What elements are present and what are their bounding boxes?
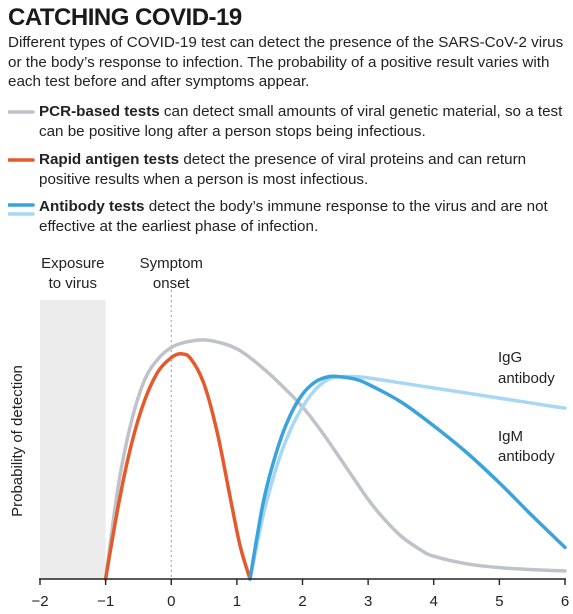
x-tick-label: 4: [430, 593, 438, 610]
x-tick-label: −2: [31, 593, 48, 610]
exposure-region: [40, 300, 106, 579]
series-label-igm: IgM: [498, 428, 523, 445]
legend-swatch-antibody: [8, 203, 35, 216]
legend-swatch-antigen: [8, 158, 35, 162]
x-tick-label: 1: [233, 593, 241, 610]
exposure-label: Exposure: [41, 255, 104, 272]
legend-item-pcr: PCR-based tests can detect small amounts…: [8, 102, 568, 142]
chart-title: CATCHING COVID-19: [8, 4, 242, 31]
legend-text-antibody: Antibody tests detect the body’s immune …: [39, 197, 569, 236]
series-label-igg: antibody: [498, 370, 555, 387]
x-tick-label: −1: [97, 593, 114, 610]
exposure-label: to virus: [49, 275, 97, 292]
series-line-antigen: [103, 352, 252, 581]
legend-bold-antibody: Antibody tests: [39, 198, 145, 215]
x-tick-label: 5: [495, 593, 503, 610]
x-tick-label: 3: [364, 593, 372, 610]
y-axis-label: Probability of detection: [9, 365, 26, 517]
legend-desc-antigen: detect the presence of viral proteins an…: [39, 151, 527, 188]
x-tick-label: 0: [167, 593, 175, 610]
symptom-label: Symptom: [140, 255, 203, 272]
symptom-label: onset: [153, 275, 191, 292]
legend-desc-antibody: detect the body’s immune response to the…: [39, 198, 548, 235]
chart-subtitle: Different types of COVID-19 test can det…: [8, 34, 564, 90]
series-line-pcr: [103, 338, 567, 581]
x-tick-label: 6: [561, 593, 569, 610]
legend-text-antigen: Rapid antigen tests detect the presence …: [39, 150, 569, 189]
series-line-igm: [248, 374, 567, 581]
x-tick-label: 2: [298, 593, 306, 610]
legend-bold-antigen: Rapid antigen tests: [39, 151, 180, 168]
legend-item-antigen: Rapid antigen tests detect the presence …: [8, 150, 568, 190]
series-label-igg: IgG: [498, 349, 522, 366]
legend-swatch-pcr: [8, 110, 35, 114]
legend-text-pcr: PCR-based tests can detect small amounts…: [39, 102, 569, 141]
legend-item-antibody: Antibody tests detect the body’s immune …: [8, 197, 568, 237]
series-label-igm: antibody: [498, 448, 555, 465]
legend-bold-pcr: PCR-based tests: [39, 103, 160, 120]
legend-desc-pcr: can detect small amounts of viral geneti…: [39, 103, 563, 140]
